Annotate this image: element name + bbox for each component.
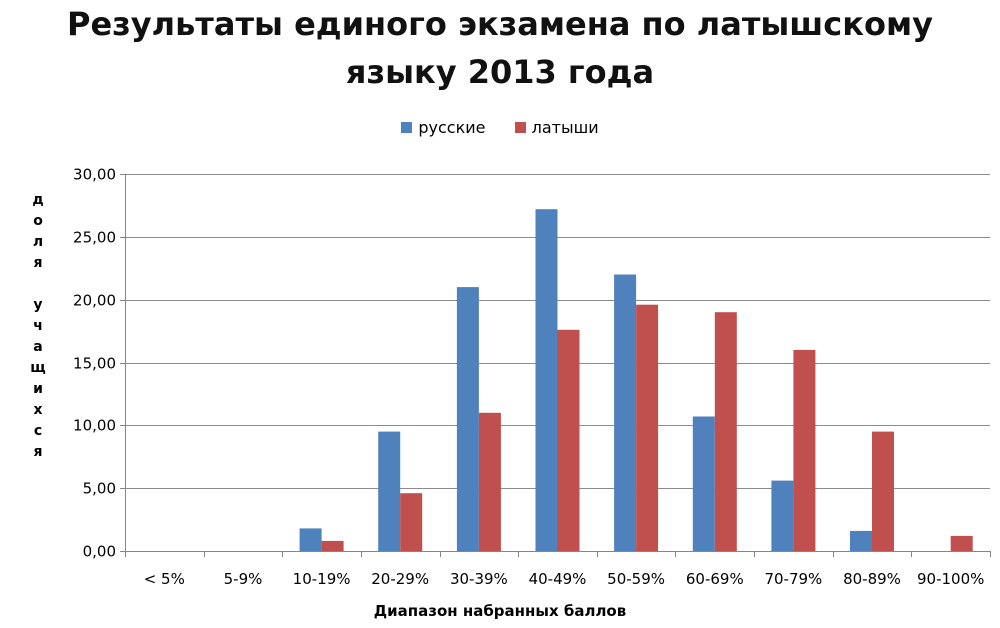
y-tick-label: 10,00 [73,417,116,435]
y-axis-label-char: я [33,255,43,271]
y-axis-label-char: ч [33,318,43,334]
bar-series-2 [321,540,344,551]
y-tick-label: 20,00 [73,292,116,310]
y-axis-label-char: д [32,192,44,208]
chart-title-line-2: языку 2013 года [345,53,655,91]
y-axis-label-char: а [33,339,43,355]
x-tick-label: 10-19% [293,570,351,588]
y-axis-label-char: с [33,423,43,439]
x-tick-label: 60-69% [686,570,744,588]
y-tick-label: 25,00 [73,229,116,247]
bar-series-2 [714,312,737,551]
y-tick-label: 0,00 [83,543,116,561]
x-tick-label: < 5% [144,570,185,588]
legend-item-series-2: латыши [514,118,599,137]
legend-label-series-1: русские [418,118,486,137]
bar-series-1 [771,480,794,551]
bar-series-1 [456,287,479,551]
bar-series-2 [400,493,423,551]
y-axis-label-char: я [33,444,43,460]
bar-series-2 [557,329,580,551]
y-axis-label-char: х [33,402,43,418]
chart-title-line-1: Результаты единого экзамена по латышском… [67,5,933,43]
bar-series-2 [793,349,816,551]
bar-series-1 [299,528,322,551]
legend-swatch-series-1 [401,122,413,133]
x-tick-label: 40-49% [529,570,587,588]
y-tick-label: 15,00 [73,355,116,373]
x-tick-label: 80-89% [843,570,901,588]
x-tick-label: 30-39% [450,570,508,588]
y-tick-label: 30,00 [73,166,116,184]
y-tick-label: 5,00 [83,480,116,498]
legend-item-series-1: русские [401,118,486,137]
legend: русские латыши [0,118,1000,137]
legend-label-series-2: латыши [531,118,599,137]
y-axis-label-char: о [33,213,43,229]
bar-series-1 [378,431,401,551]
x-tick-label: 50-59% [607,570,665,588]
y-axis-label-char: и [33,381,43,397]
x-tick-label: 90-100% [917,570,984,588]
legend-swatch-series-2 [514,122,526,133]
y-axis-label-char: у [33,297,43,313]
bar-series-2 [872,431,894,551]
y-axis-label-char: л [32,234,44,250]
x-tick-label: 5-9% [224,570,263,588]
bar-series-1 [614,274,637,551]
bar-series-2 [950,535,973,551]
x-tick-label: 70-79% [764,570,822,588]
bar-series-2 [636,304,659,551]
bar-series-1 [692,416,715,551]
x-axis-label: Диапазон набранных баллов [373,602,627,620]
bar-series-1 [535,209,558,551]
x-tick-label: 20-29% [371,570,429,588]
bar-series-1 [850,530,872,551]
y-axis-label-char: щ [30,360,46,376]
bar-series-2 [478,412,501,551]
